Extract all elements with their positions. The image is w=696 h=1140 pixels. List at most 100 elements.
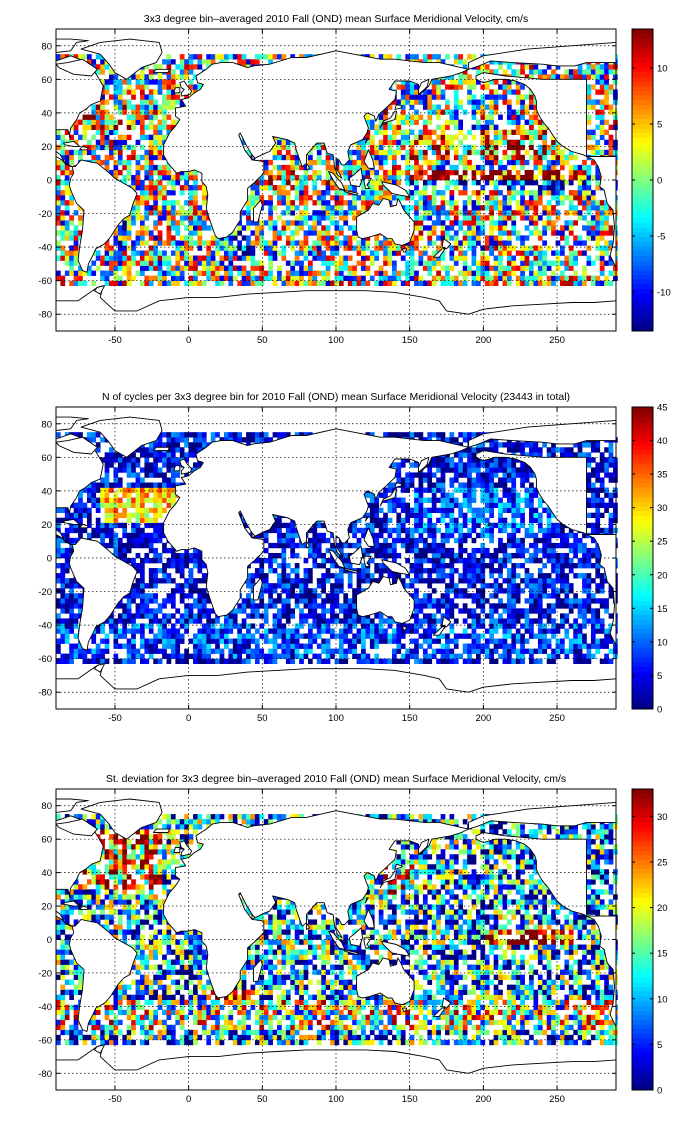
data-cell xyxy=(568,169,574,176)
data-cell xyxy=(246,280,251,286)
data-cell xyxy=(590,200,596,206)
data-cell xyxy=(343,169,349,176)
data-cell xyxy=(86,482,92,488)
data-cell xyxy=(166,89,172,95)
data-cell xyxy=(193,280,198,286)
data-cell xyxy=(462,280,468,286)
data-cell xyxy=(100,497,105,503)
data-cell xyxy=(422,180,428,186)
data-cell xyxy=(427,164,433,171)
data-cell xyxy=(162,250,167,256)
data-cell xyxy=(56,129,61,135)
data-cell xyxy=(418,215,424,221)
data-cell xyxy=(409,54,415,60)
data-cell xyxy=(352,205,357,211)
data-cell xyxy=(568,280,574,286)
data-cell xyxy=(458,119,464,125)
data-cell xyxy=(436,190,441,196)
land-arabiaSea xyxy=(251,154,256,161)
data-cell xyxy=(254,280,260,286)
data-cell xyxy=(586,230,592,236)
data-cell xyxy=(140,265,145,271)
data-cell xyxy=(418,169,424,176)
data-cell xyxy=(529,119,534,125)
data-cell xyxy=(449,250,455,256)
data-cell xyxy=(414,174,419,181)
data-cell xyxy=(361,164,366,171)
data-cell xyxy=(480,164,486,171)
data-cell xyxy=(188,169,194,176)
data-cell xyxy=(511,270,517,276)
data-cell xyxy=(78,119,83,125)
data-cell xyxy=(109,487,114,493)
data-cell xyxy=(166,94,172,100)
data-cell xyxy=(330,185,335,191)
data-cell xyxy=(162,174,167,181)
data-cell xyxy=(560,159,565,166)
data-cell xyxy=(78,613,83,619)
data-cell xyxy=(493,255,499,261)
data-cell xyxy=(498,215,503,221)
data-cell xyxy=(467,144,472,151)
data-cell xyxy=(148,265,154,271)
data-cell xyxy=(577,74,583,80)
data-cell xyxy=(250,205,256,211)
data-cell xyxy=(440,164,446,171)
data-cell xyxy=(86,522,92,529)
data-cell xyxy=(515,265,521,271)
data-cell xyxy=(369,154,375,161)
data-cell xyxy=(520,190,525,196)
data-cell xyxy=(263,169,269,176)
data-cell xyxy=(418,174,424,181)
data-cell xyxy=(502,205,508,211)
data-cell xyxy=(303,255,309,261)
data-cell xyxy=(440,280,446,286)
data-cell xyxy=(56,643,61,649)
data-cell xyxy=(560,174,565,181)
data-cell xyxy=(396,139,402,146)
data-cell xyxy=(542,169,548,176)
data-cell xyxy=(259,240,265,246)
data-cell xyxy=(126,169,132,176)
data-cell xyxy=(193,64,198,70)
data-cell xyxy=(56,603,61,609)
data-cell xyxy=(409,240,415,246)
data-cell xyxy=(64,578,70,584)
data-cell xyxy=(484,69,490,75)
data-cell xyxy=(520,159,525,166)
data-cell xyxy=(148,79,154,85)
data-cell xyxy=(60,568,66,574)
data-cell xyxy=(511,185,517,191)
data-cell xyxy=(188,84,194,90)
data-cell xyxy=(330,180,335,186)
data-cell xyxy=(122,250,128,256)
data-cell xyxy=(604,74,609,80)
data-cell xyxy=(599,225,605,231)
data-cell xyxy=(56,517,61,524)
data-cell xyxy=(135,653,141,659)
data-cell xyxy=(268,159,273,166)
data-cell xyxy=(268,260,273,266)
data-cell xyxy=(436,94,441,100)
data-cell xyxy=(537,265,543,271)
data-cell xyxy=(144,507,150,513)
data-cell xyxy=(268,180,273,186)
data-cell xyxy=(489,164,494,171)
data-cell xyxy=(170,235,176,241)
data-cell xyxy=(100,94,105,100)
data-cell xyxy=(82,124,88,130)
data-cell xyxy=(153,235,158,241)
data-cell xyxy=(453,245,459,251)
data-cell xyxy=(334,260,340,266)
data-cell xyxy=(135,139,141,146)
data-cell xyxy=(69,593,74,599)
data-cell xyxy=(599,255,605,261)
data-cell xyxy=(144,280,150,286)
data-cell xyxy=(126,79,132,85)
data-cell xyxy=(263,159,269,166)
data-cell xyxy=(551,275,556,281)
data-cell xyxy=(228,54,234,60)
data-cell xyxy=(555,200,561,206)
data-cell xyxy=(175,280,181,286)
data-cell xyxy=(502,169,508,176)
